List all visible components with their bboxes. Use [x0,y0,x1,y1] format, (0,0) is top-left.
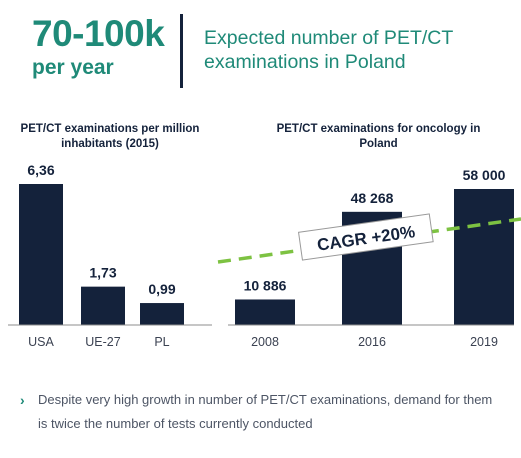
chart-2-data-label: 48 268 [351,190,394,206]
cagr-box [297,213,434,261]
chart-1-data-label: 6,36 [27,162,54,178]
chart-2-category-label: 2016 [358,335,386,349]
chart-1-category-label: PL [154,335,169,349]
headline: Expected number of PET/CT examinations i… [204,27,453,73]
kpi-unit: per year [32,56,114,79]
header-divider [180,14,183,88]
chart-1-data-label: 0,99 [148,281,175,297]
charts-canvas: 6,36 USA 1,73 UE-27 0,99 PL 10 886 2008 48 268 20… [8,162,521,349]
chart-1-data-label: 1,73 [89,265,116,281]
chart-1-bar [140,303,184,325]
chart-2-data-label: 58 000 [463,167,506,183]
footnote: › Despite very high growth in number of … [20,388,500,436]
chart-1-category-label: USA [28,335,54,349]
chevron-right-icon: › [20,392,25,408]
chart-1-bar [81,286,125,325]
kpi-block: 70-100k per year [32,13,165,80]
chart-2-title: PET/CT examinations for oncology in Pola… [276,123,481,150]
chart-2-data-label: 10 886 [244,277,287,293]
chart-1-category-label: UE-27 [85,335,120,349]
chart-1-bar [19,184,63,325]
chart-2-category-label: 2008 [251,335,279,349]
chart-1-title: PET/CT examinations per million inhabita… [20,123,200,150]
chart-2-bar [235,299,295,325]
chart-2-bar [454,189,514,325]
kpi-value: 70-100k [32,13,165,54]
footnote-text: Despite very high growth in number of PE… [38,392,493,431]
chart-2-category-label: 2019 [470,335,498,349]
